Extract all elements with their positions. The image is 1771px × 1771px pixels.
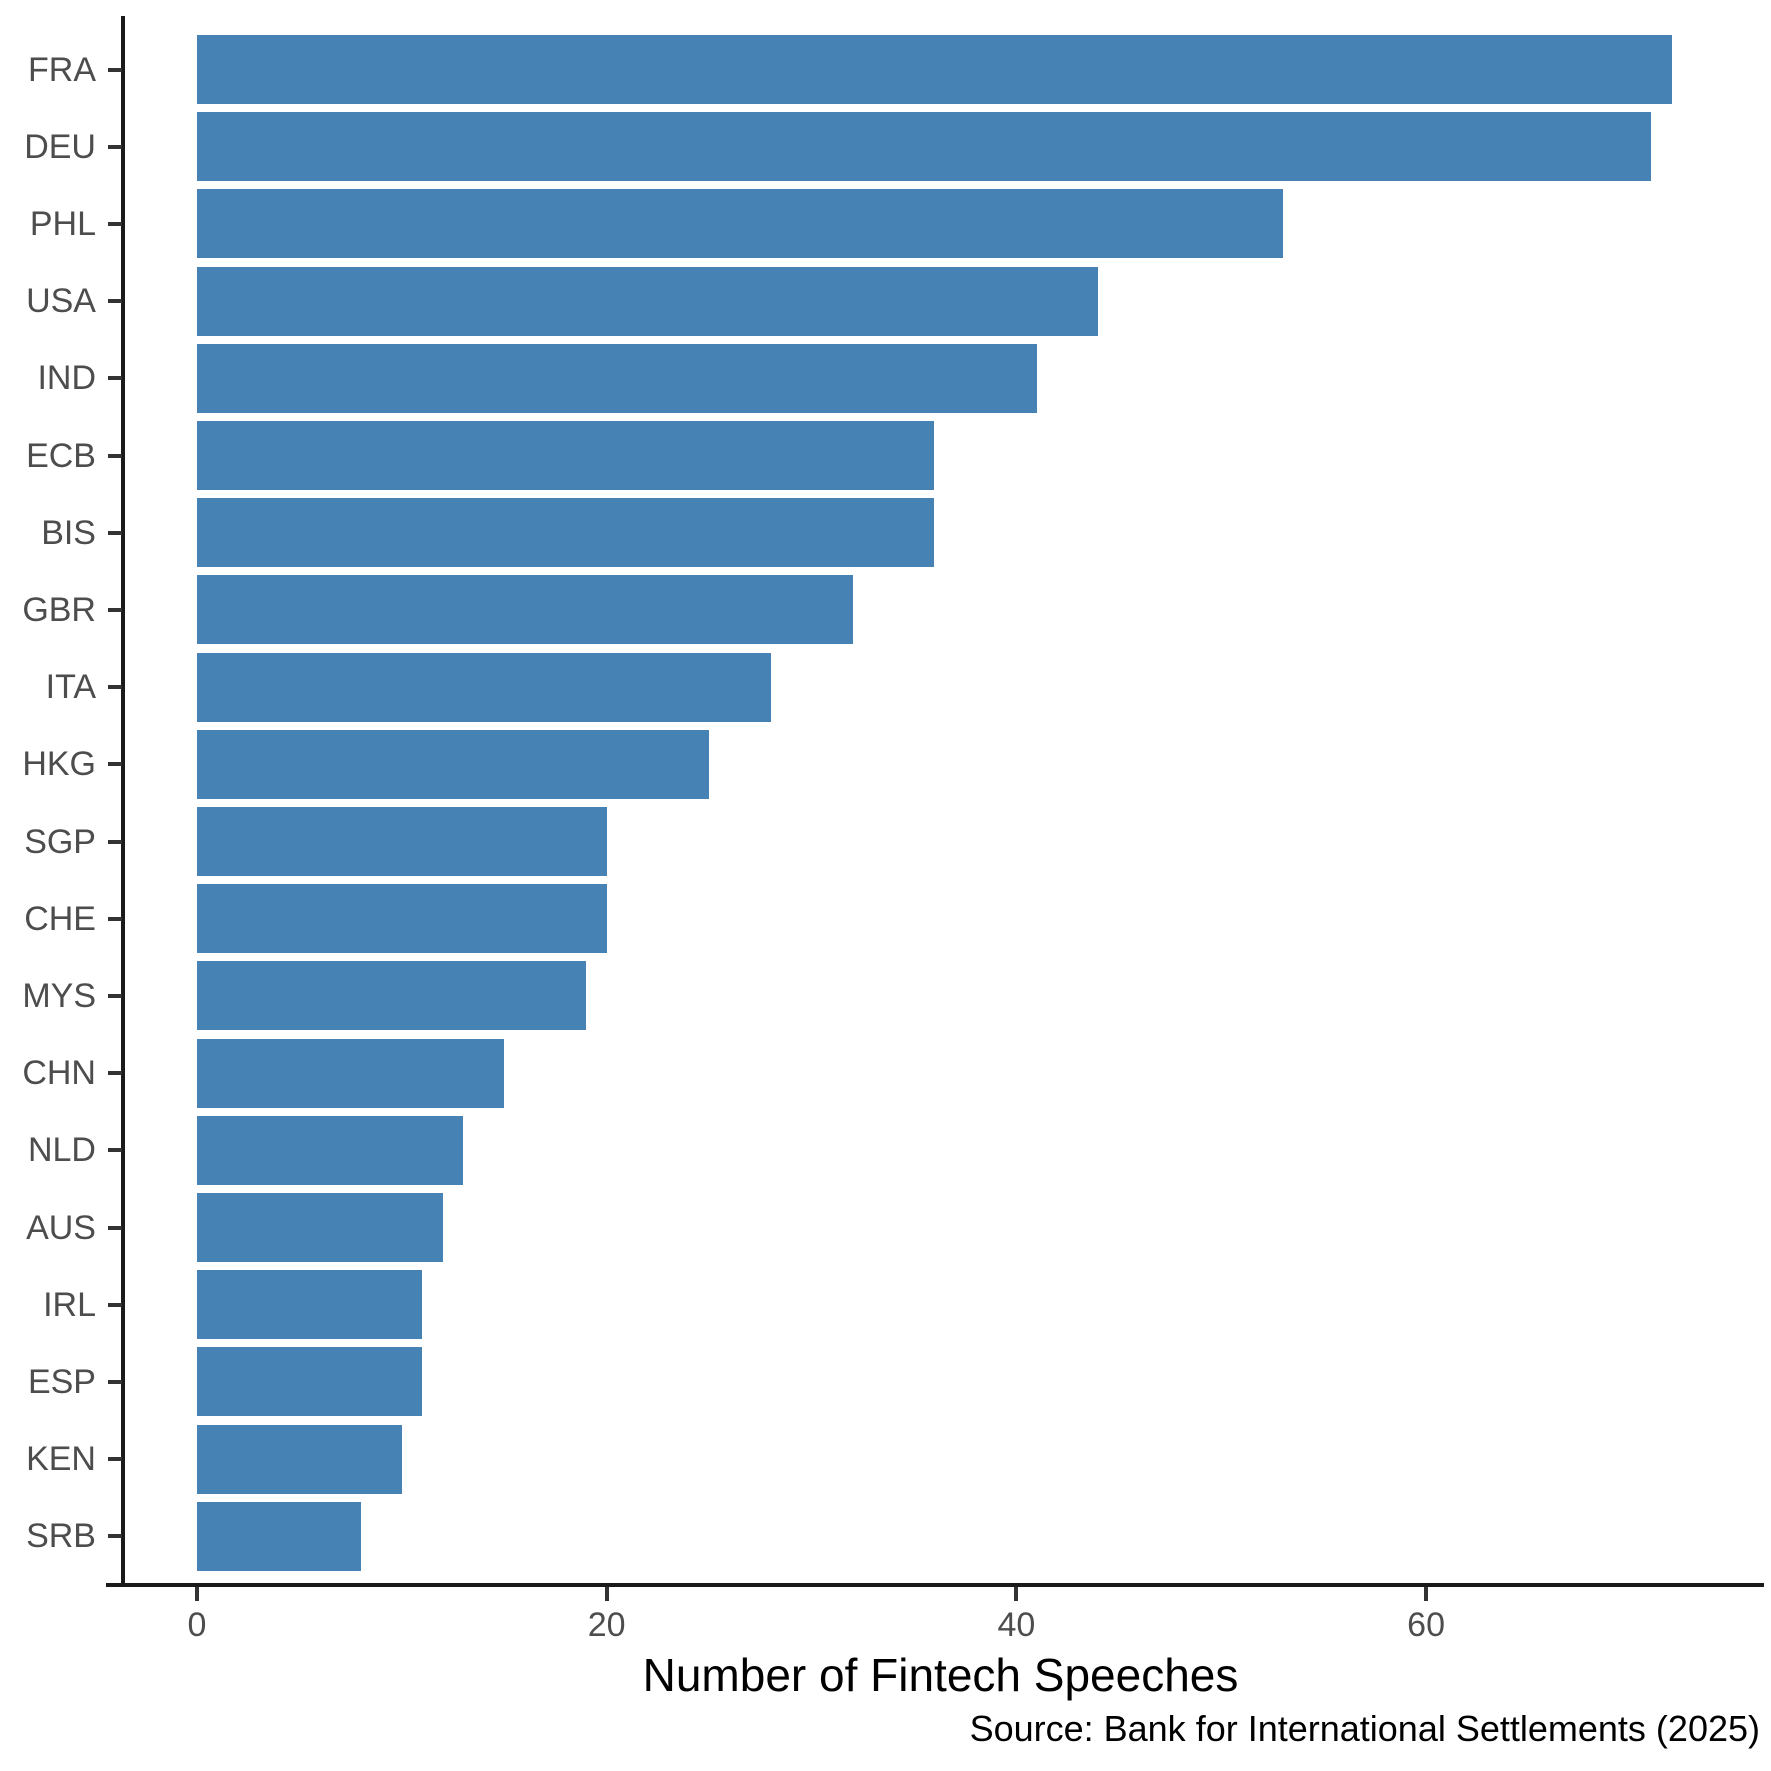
x-tick-label-0: 0 — [187, 1606, 207, 1644]
bar-hkg — [197, 729, 710, 799]
y-axis-label-srb: SRB — [26, 1517, 96, 1556]
y-axis-label-esp: ESP — [27, 1362, 96, 1401]
x-axis-line — [106, 1583, 1764, 1587]
y-tick-esp — [108, 1379, 122, 1384]
y-tick-ken — [108, 1457, 122, 1462]
y-tick-che — [108, 916, 122, 921]
y-axis-label-bis: BIS — [41, 513, 96, 552]
y-axis-label-sgp: SGP — [24, 822, 96, 861]
y-axis-label-phl: PHL — [29, 204, 96, 243]
y-tick-gbr — [108, 607, 122, 612]
bar-ken — [197, 1424, 402, 1494]
bar-sgp — [197, 807, 607, 876]
bar-phl — [197, 189, 1283, 259]
bar-esp — [197, 1347, 423, 1417]
bar-irl — [197, 1270, 423, 1340]
bar-ind — [197, 343, 1037, 413]
y-axis-label-hkg: HKG — [22, 745, 96, 784]
bar-srb — [197, 1501, 361, 1571]
y-tick-bis — [108, 530, 122, 535]
y-axis-label-irl: IRL — [43, 1285, 96, 1324]
y-tick-mys — [108, 993, 122, 998]
x-tick-60 — [1424, 1587, 1429, 1601]
bar-che — [197, 884, 607, 954]
y-axis-label-fra: FRA — [28, 50, 96, 89]
x-tick-label-40: 40 — [997, 1606, 1036, 1644]
y-axis-label-ita: ITA — [45, 668, 96, 707]
y-tick-chn — [108, 1071, 122, 1076]
x-axis-title: Number of Fintech Speeches — [642, 1649, 1239, 1701]
y-axis-label-usa: USA — [26, 282, 96, 321]
y-tick-nld — [108, 1148, 122, 1153]
x-tick-label-20: 20 — [587, 1606, 626, 1644]
bar-aus — [197, 1193, 443, 1262]
y-axis-label-ind: IND — [37, 359, 96, 398]
y-tick-irl — [108, 1302, 122, 1307]
y-axis-label-aus: AUS — [26, 1208, 96, 1247]
bar-mys — [197, 961, 587, 1031]
bar-ecb — [197, 421, 935, 490]
x-tick-0 — [195, 1587, 199, 1601]
y-axis-label-gbr: GBR — [22, 590, 96, 629]
bar-usa — [197, 266, 1099, 336]
y-axis-label-chn: CHN — [22, 1054, 96, 1093]
bar-chn — [197, 1038, 505, 1108]
y-axis-label-che: CHE — [24, 899, 96, 938]
y-tick-deu — [108, 144, 122, 149]
y-tick-aus — [108, 1225, 122, 1230]
bar-deu — [197, 112, 1652, 182]
y-tick-ecb — [108, 453, 122, 458]
y-tick-hkg — [108, 762, 122, 767]
bar-fra — [197, 35, 1672, 104]
y-axis-label-ecb: ECB — [26, 436, 96, 475]
y-tick-usa — [108, 299, 122, 304]
y-axis-label-mys: MYS — [22, 976, 96, 1015]
x-tick-40 — [1014, 1587, 1019, 1601]
y-tick-srb — [108, 1534, 122, 1539]
y-tick-sgp — [108, 839, 122, 844]
bar-nld — [197, 1115, 464, 1185]
y-axis-label-nld: NLD — [27, 1131, 96, 1170]
y-tick-fra — [108, 67, 122, 72]
y-axis-line — [121, 16, 125, 1587]
x-tick-label-60: 60 — [1407, 1606, 1445, 1644]
y-tick-phl — [108, 221, 122, 226]
bar-bis — [197, 498, 935, 568]
y-tick-ind — [108, 376, 122, 381]
source-caption: Source: Bank for International Settlemen… — [969, 1708, 1760, 1749]
y-axis-label-deu: DEU — [24, 127, 96, 166]
y-tick-ita — [108, 685, 122, 690]
y-axis-label-ken: KEN — [26, 1440, 96, 1479]
x-tick-20 — [604, 1587, 609, 1601]
bar-gbr — [197, 575, 853, 645]
bar-ita — [197, 652, 771, 722]
